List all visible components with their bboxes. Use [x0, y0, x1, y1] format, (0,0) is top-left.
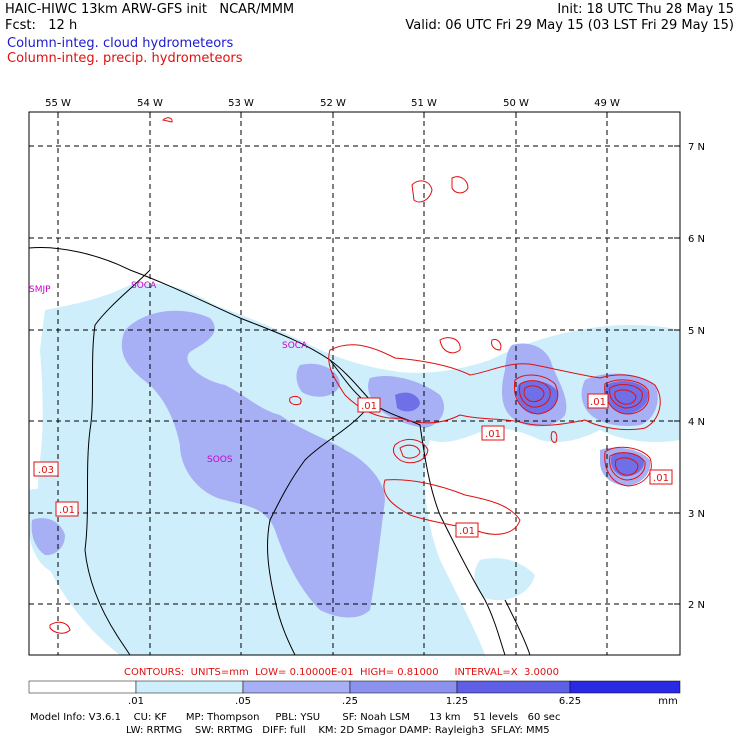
svg-text:.01: .01 [485, 429, 501, 440]
station-soca-1: SOCA [131, 281, 157, 291]
svg-text:.01: .01 [590, 397, 606, 408]
station-labels: SMJP SOCA SOCA SOOS [29, 281, 308, 465]
colorbar-tick: 6.25 [558, 696, 582, 707]
colorbar-tick: .25 [342, 696, 358, 707]
lon-label: 52 W [320, 98, 346, 109]
svg-text:.01: .01 [59, 505, 75, 516]
valid-time: Valid: 06 UTC Fri 29 May 15 (03 LST Fri … [405, 18, 734, 33]
model-info-line2: LW: RRTMG SW: RRTMG DIFF: full KM: 2D Sm… [126, 725, 550, 736]
contour-label: .01 [481, 425, 505, 441]
lon-label: 51 W [411, 98, 437, 109]
contour-label: .01 [357, 397, 381, 413]
colorbar-tick: 1.25 [445, 696, 469, 707]
contour-label: .01 [455, 522, 479, 538]
lon-label: 53 W [228, 98, 254, 109]
model-info-line1: Model Info: V3.6.1 CU: KF MP: Thompson P… [30, 712, 561, 723]
station-soca-2: SOCA [282, 341, 308, 351]
init-time: Init: 18 UTC Thu 28 May 15 [557, 2, 734, 17]
lat-label: 6 N [688, 234, 705, 245]
lon-label: 49 W [594, 98, 620, 109]
station-soos: SOOS [207, 455, 233, 465]
lat-label: 3 N [688, 509, 705, 520]
svg-text:.01: .01 [459, 526, 475, 537]
contour-label: .01 [55, 501, 79, 517]
axis-ticks [57, 112, 680, 605]
longitude-labels: 55 W 54 W 53 W 52 W 51 W 50 W 49 W [45, 98, 620, 109]
contour-label: .01 [649, 469, 673, 485]
latitude-labels: 7 N 6 N 5 N 4 N 3 N 2 N [688, 142, 705, 611]
lat-label: 4 N [688, 417, 705, 428]
colorbar [28, 680, 681, 694]
field-cloud-label: Column-integ. cloud hydrometeors [7, 36, 234, 51]
svg-text:.01: .01 [653, 473, 669, 484]
cloud-field-deep [395, 380, 649, 477]
contour-value-labels: .01 .01 .01 .01 .01 .03 .01 [33, 393, 673, 538]
colorbar-tick: .05 [235, 696, 251, 707]
contour-label: .01 [587, 393, 609, 409]
field-precip-label: Column-integ. precip. hydrometeors [7, 51, 243, 66]
precip-contours [49, 117, 661, 634]
lat-label: 2 N [688, 600, 705, 611]
svg-text:.01: .01 [361, 401, 377, 412]
svg-text:.03: .03 [38, 465, 54, 476]
colorbar-tick: .01 [128, 696, 144, 707]
lat-label: 7 N [688, 142, 705, 153]
contour-label: .03 [33, 461, 59, 477]
forecast-hour: Fcst: 12 h [5, 18, 78, 33]
shaded-fields [29, 282, 680, 655]
contours-info: CONTOURS: UNITS=mm LOW= 0.10000E-01 HIGH… [124, 667, 559, 678]
model-title: HAIC-HIWC 13km ARW-GFS init NCAR/MMM [5, 2, 295, 17]
lon-label: 54 W [137, 98, 163, 109]
lat-label: 5 N [688, 326, 705, 337]
station-smjp: SMJP [29, 285, 51, 295]
lon-label: 50 W [503, 98, 529, 109]
lon-label: 55 W [45, 98, 71, 109]
map-frame [28, 111, 681, 656]
colorbar-unit: mm [658, 696, 678, 707]
